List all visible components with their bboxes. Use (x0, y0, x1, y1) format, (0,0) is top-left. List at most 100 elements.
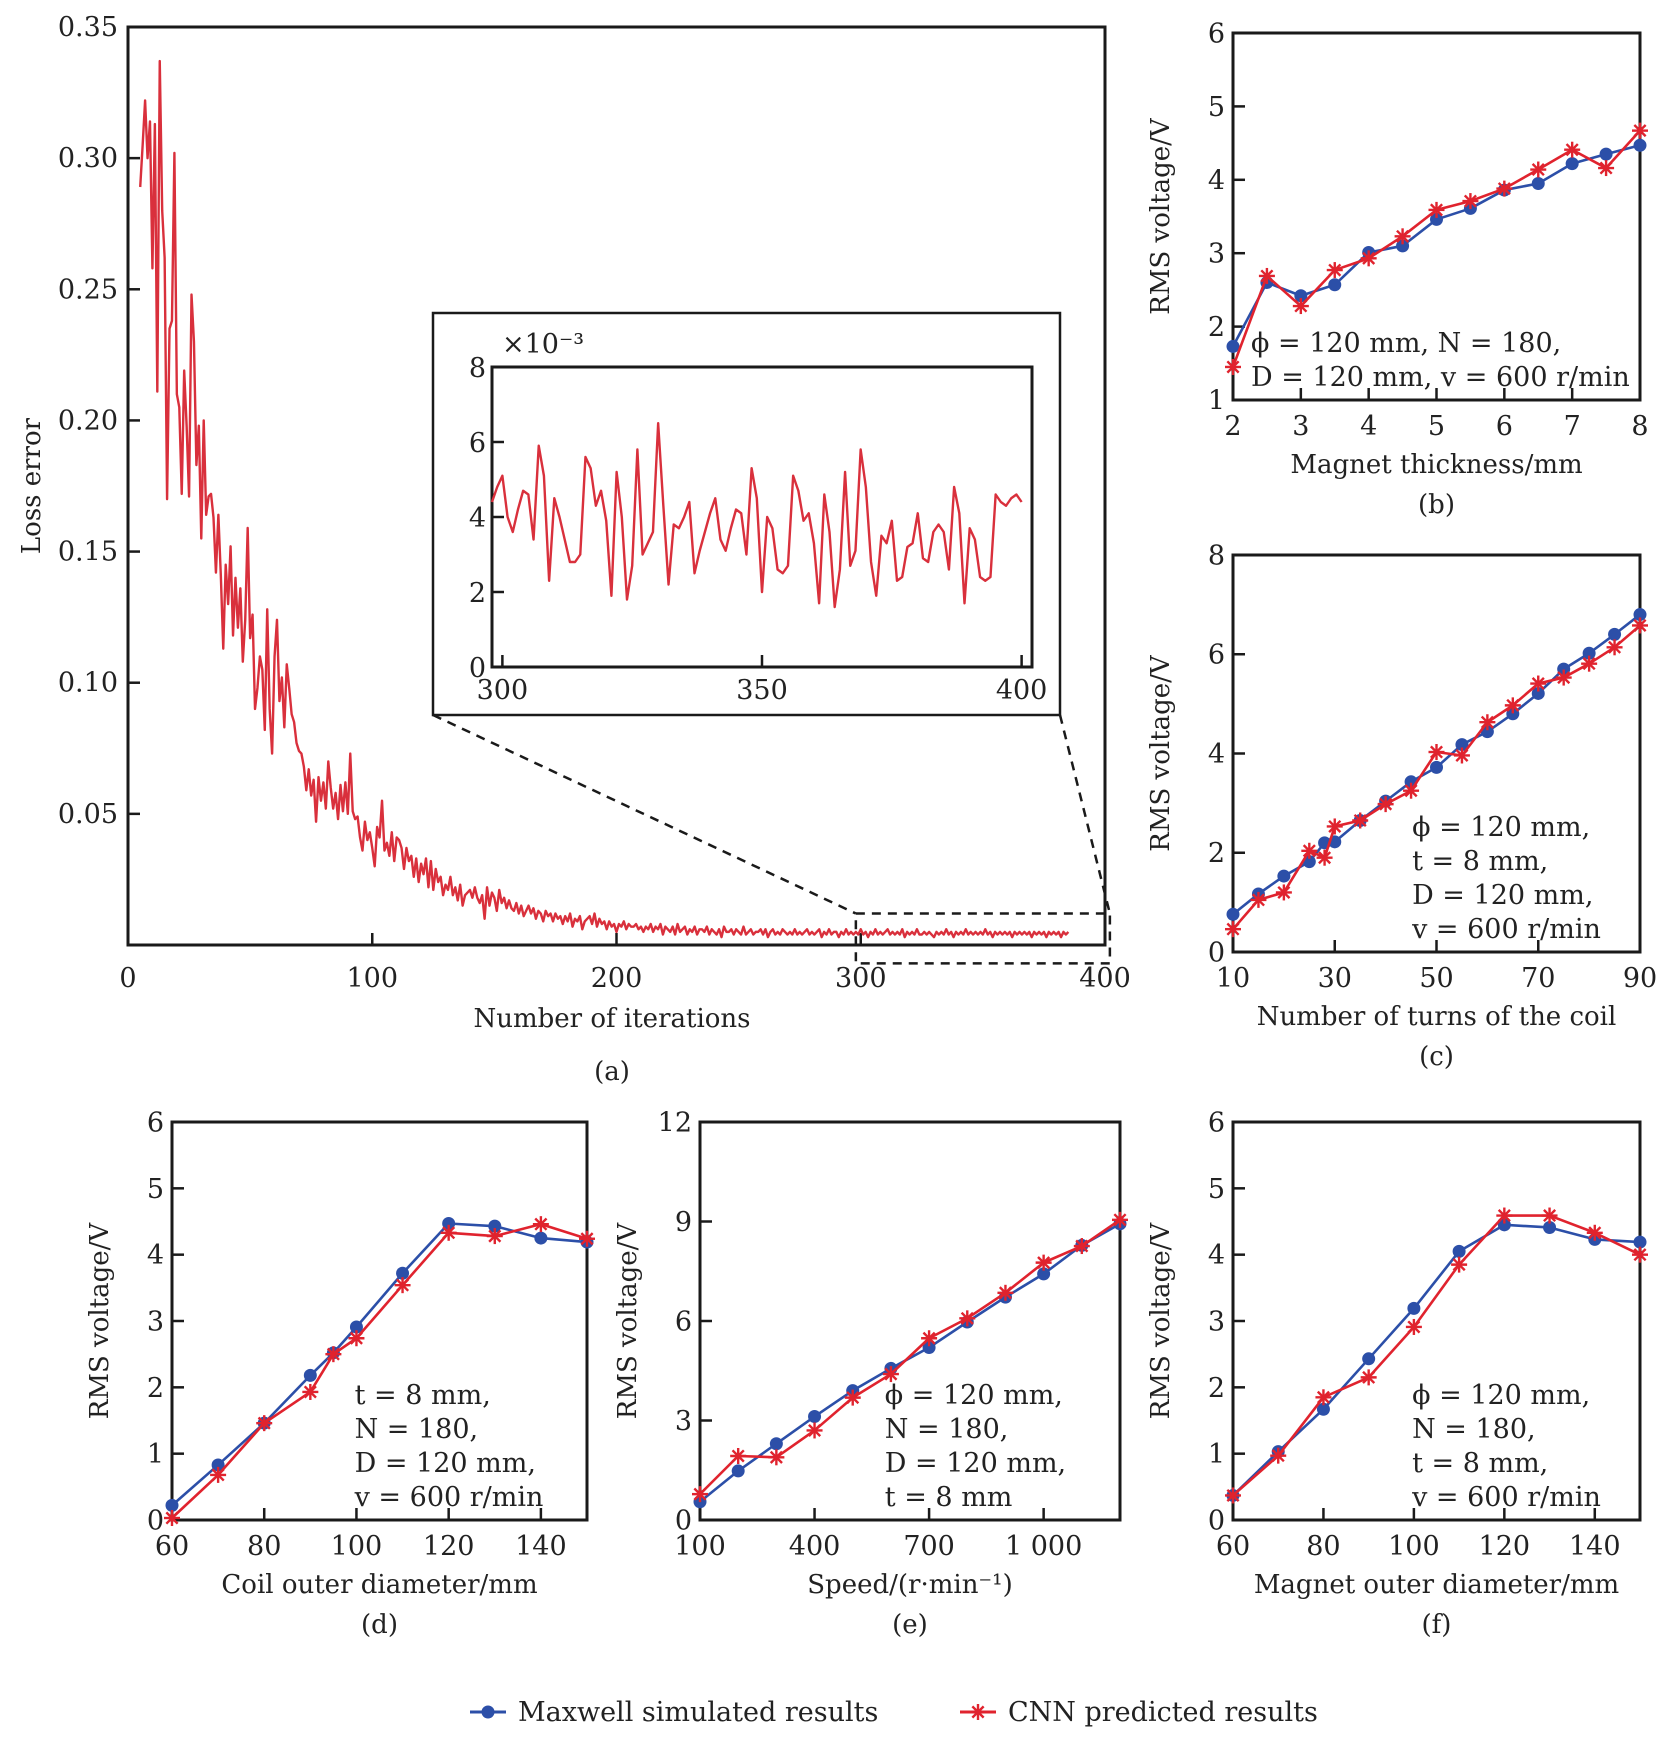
annotation-line: ϕ = 120 mm, (1412, 812, 1590, 843)
y-tick-label: 0 (469, 653, 486, 684)
x-tick-label: 1 000 (1005, 1531, 1082, 1562)
y-axis-title: RMS voltage/V (85, 1222, 115, 1420)
y-tick-label: 1 (147, 1439, 164, 1470)
asterisk-stroke (1113, 1213, 1127, 1227)
asterisk-marker (1496, 180, 1513, 197)
asterisk-marker (1405, 1318, 1422, 1335)
asterisk-stroke (1429, 203, 1444, 217)
asterisk-marker (1225, 921, 1241, 938)
data-point (488, 1219, 502, 1233)
asterisk-stroke (1588, 1226, 1602, 1240)
asterisk-marker (1403, 782, 1420, 799)
asterisk-marker (1225, 1487, 1241, 1504)
data-point (442, 1216, 456, 1230)
asterisk-stroke (808, 1423, 822, 1437)
annotation-line: N = 180, (355, 1414, 479, 1445)
asterisk-stroke (1497, 1209, 1511, 1223)
x-tick-label: 30 (1318, 963, 1352, 994)
inset-outer-frame (431, 311, 1062, 717)
data-point (1633, 1235, 1647, 1249)
y-tick-label: 0.25 (58, 274, 118, 305)
asterisk-stroke (1362, 1370, 1376, 1384)
y-tick-label: 4 (469, 503, 486, 534)
data-point (1531, 686, 1545, 700)
annotation-line: D = 120 mm, (885, 1448, 1066, 1479)
asterisk-stroke (960, 1311, 974, 1325)
asterisk-marker (164, 1510, 180, 1527)
data-point (1430, 212, 1443, 226)
data-point (1582, 646, 1596, 660)
asterisk-marker (1632, 617, 1648, 634)
y-tick-label: 4 (1208, 1240, 1225, 1271)
y-tick-label: 3 (675, 1406, 692, 1437)
x-tick-label: 100 (331, 1531, 383, 1562)
inset-multiplier-label: ×10⁻³ (502, 329, 584, 360)
asterisk-marker (1632, 1246, 1648, 1263)
y-tick-label: 3 (1208, 1306, 1225, 1337)
y-tick-label: 6 (469, 428, 486, 459)
x-tick-label: 7 (1564, 411, 1581, 442)
asterisk-marker (1598, 160, 1615, 177)
asterisk-marker (970, 1704, 986, 1720)
x-tick-label: 0 (119, 963, 136, 994)
zoom-connector-right (1058, 714, 1112, 914)
x-tick-label: 100 (346, 963, 398, 994)
annotation-line: ϕ = 120 mm, (885, 1380, 1063, 1411)
asterisk-stroke (1463, 194, 1477, 208)
y-tick-label: 2 (1208, 838, 1225, 869)
y-tick-label: 0.30 (58, 143, 118, 174)
series-line (1232, 1214, 1641, 1497)
asterisk-marker (1112, 1211, 1128, 1228)
asterisk-marker (1360, 1369, 1377, 1386)
x-axis-title: Coil outer diameter/mm (221, 1570, 537, 1600)
asterisk-stroke (1075, 1239, 1089, 1253)
asterisk-marker (486, 1228, 503, 1245)
chart-panel-c: 10 30 50 70 90 0 2 4 6 8 Number of turns of the co… (1146, 540, 1657, 1072)
asterisk-stroke (1318, 851, 1332, 865)
panel-label: (d) (361, 1610, 398, 1640)
inset-chart: 300 350 400 0 2 4 6 8 ×10⁻³ (431, 311, 1062, 717)
asterisk-marker (1541, 1207, 1558, 1224)
x-tick-label: 8 (1631, 411, 1648, 442)
zoom-region-box (854, 912, 1112, 965)
y-tick-label: 12 (658, 1107, 692, 1138)
y-tick-label: 1 (1208, 385, 1225, 416)
data-point (1543, 1220, 1557, 1234)
asterisk-stroke (303, 1385, 317, 1399)
data-point (922, 1341, 936, 1355)
asterisk-marker (806, 1422, 823, 1439)
annotation-line: v = 600 r/min (354, 1482, 544, 1513)
asterisk-marker (440, 1224, 457, 1241)
y-tick-label: 2 (1208, 1373, 1225, 1404)
series-line (1232, 1223, 1641, 1497)
asterisk-stroke (1302, 844, 1316, 858)
asterisk-stroke (1531, 677, 1545, 691)
data-point (1396, 239, 1410, 253)
asterisk-marker (1586, 1224, 1603, 1241)
data-point (1037, 1267, 1051, 1281)
asterisk-stroke (1565, 143, 1579, 157)
x-tick-label: 120 (1479, 1531, 1531, 1562)
asterisk-stroke (769, 1450, 783, 1464)
x-tick-label: 60 (155, 1531, 189, 1562)
y-tick-label: 6 (1208, 1107, 1225, 1138)
data-point (1633, 138, 1647, 152)
series-line (1232, 624, 1641, 931)
asterisk-stroke (1277, 885, 1291, 899)
annotation-line: D = 120 mm, (1412, 880, 1593, 911)
asterisk-stroke (1429, 745, 1444, 759)
asterisk-stroke (971, 1705, 985, 1719)
y-tick-label: 9 (675, 1207, 692, 1238)
series-simulated (1226, 608, 1647, 921)
asterisk-stroke (1497, 182, 1511, 196)
y-tick-label: 8 (469, 353, 486, 384)
asterisk-marker (768, 1449, 785, 1466)
x-tick-label: 400 (789, 1531, 841, 1562)
series-predicted (1225, 617, 1648, 938)
asterisk-marker (1258, 267, 1275, 284)
data-point (303, 1368, 317, 1382)
x-tick-label: 400 (1079, 963, 1131, 994)
annotation-line: N = 180, (1412, 1414, 1536, 1445)
asterisk-stroke (1226, 922, 1240, 936)
